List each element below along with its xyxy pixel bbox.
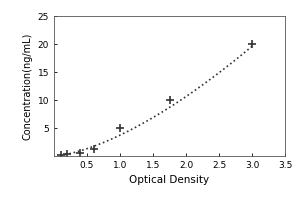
Y-axis label: Concentration(ng/mL): Concentration(ng/mL) [22,32,32,140]
X-axis label: Optical Density: Optical Density [129,175,210,185]
